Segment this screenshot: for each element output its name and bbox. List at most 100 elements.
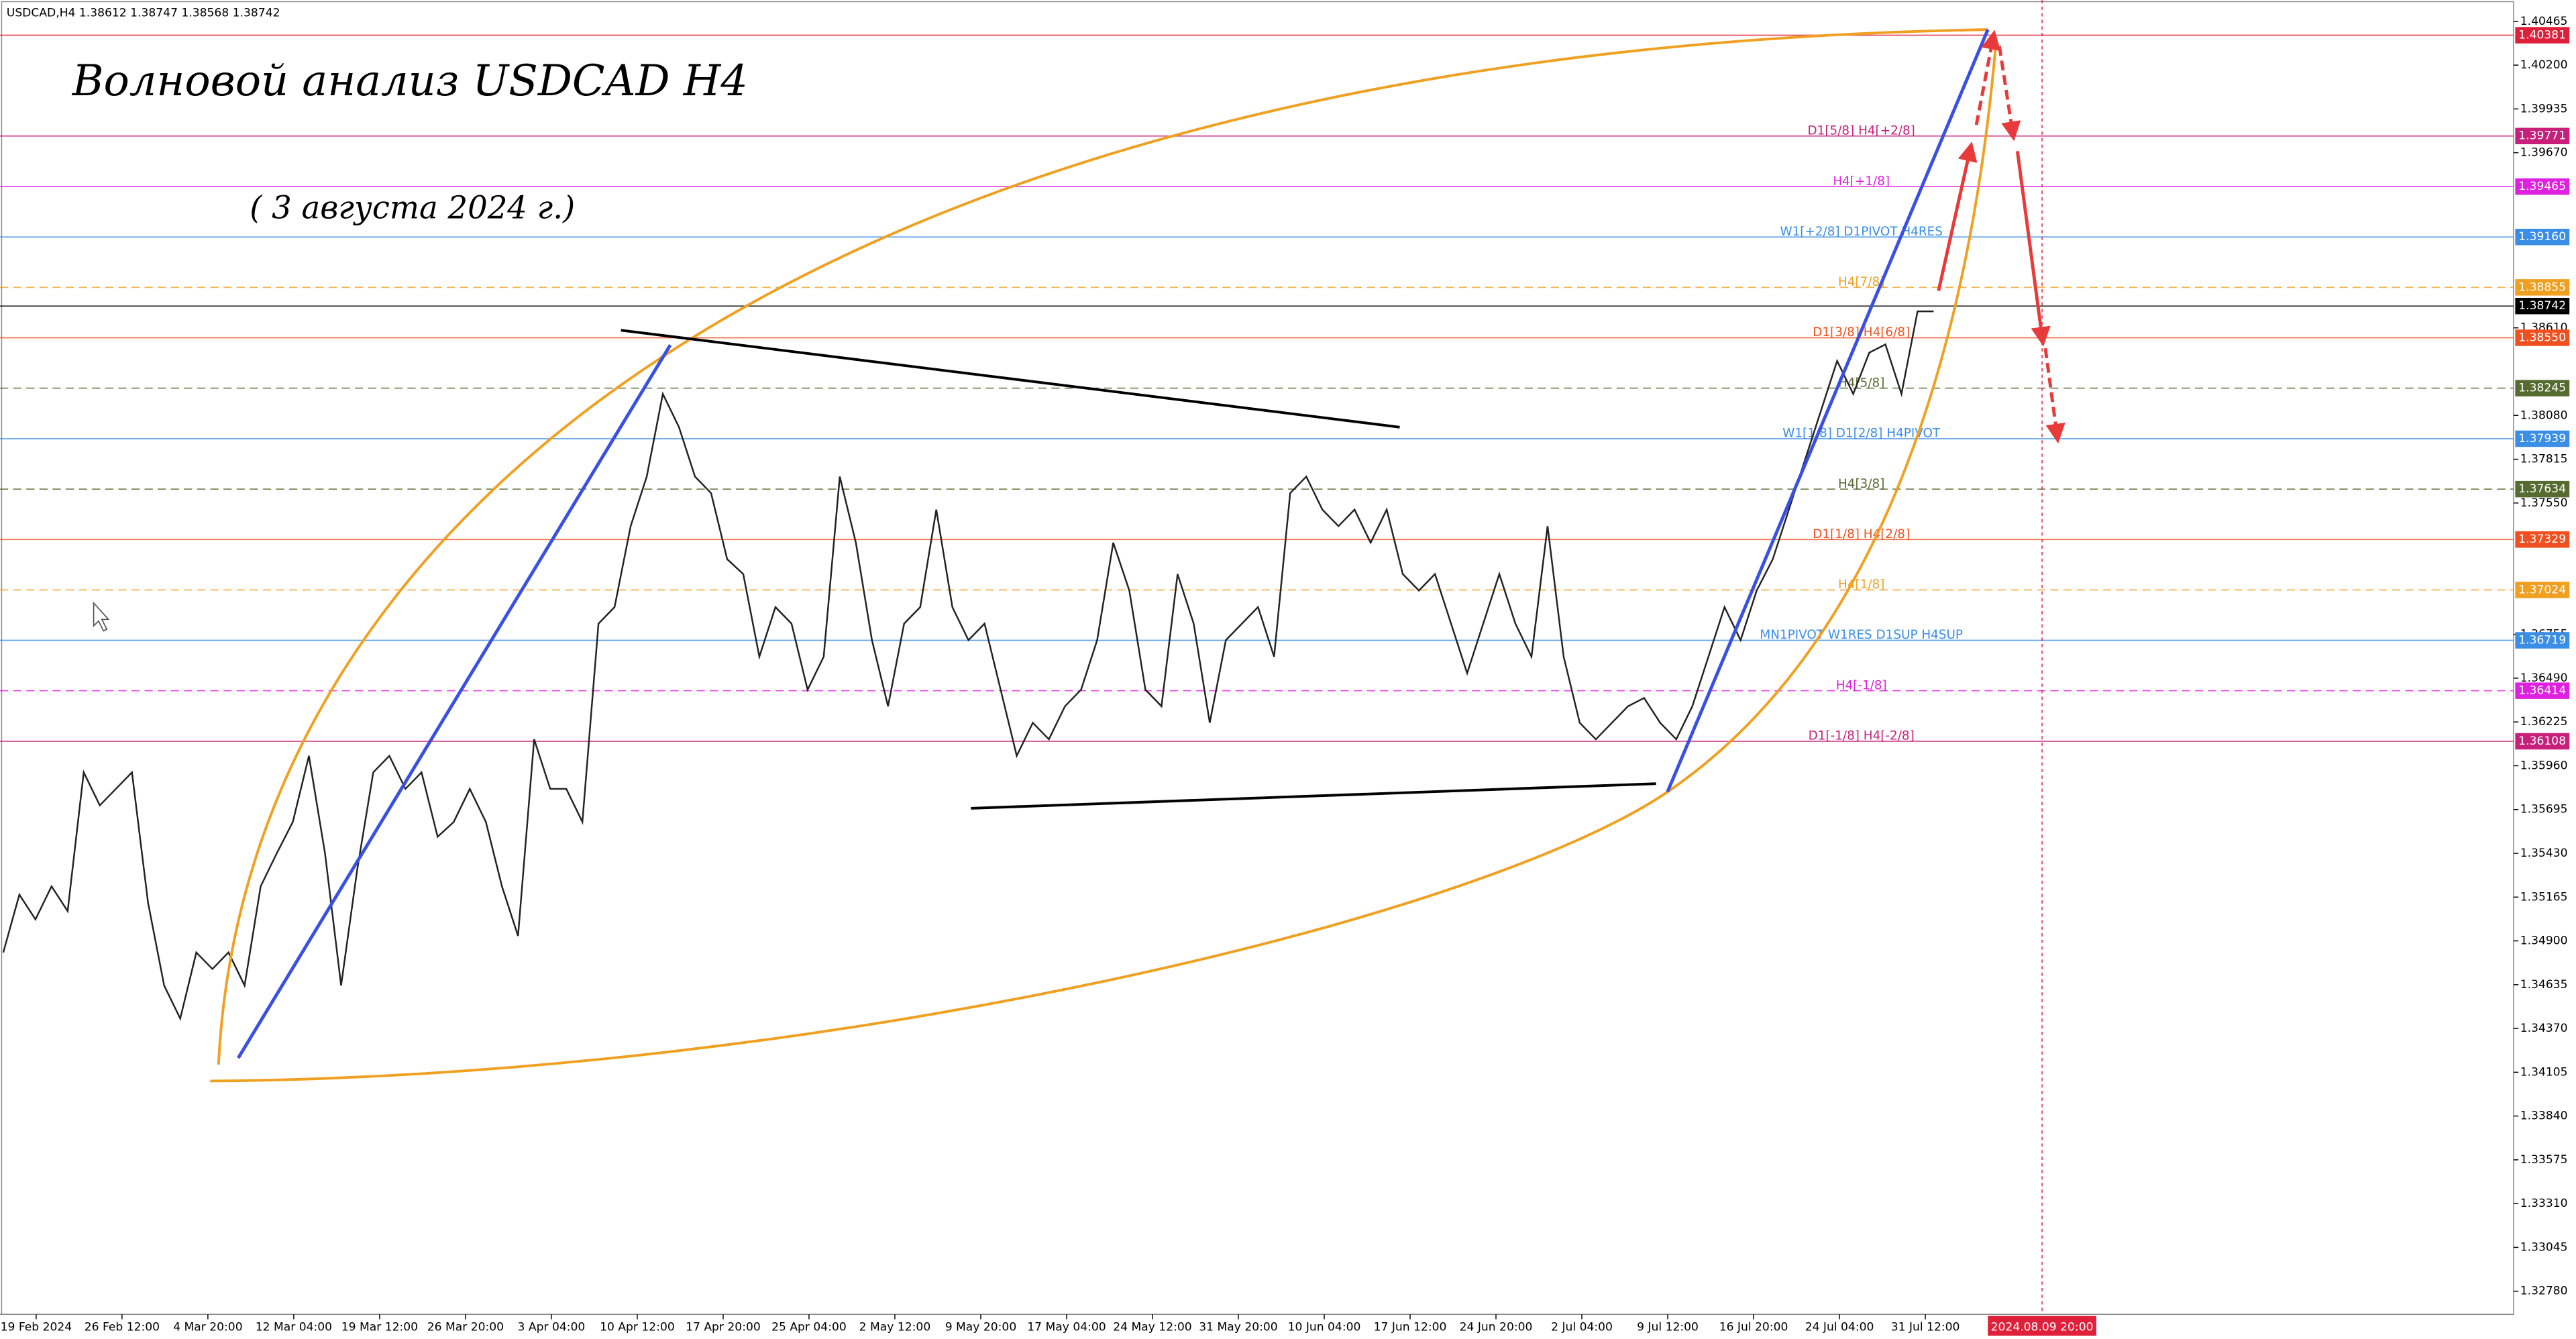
x-tick-label: 9 Jul 12:00 — [1637, 1321, 1699, 1334]
y-tick-label: 1.39935 — [2520, 102, 2568, 115]
x-tick-label: 12 Mar 04:00 — [256, 1321, 332, 1334]
price — [2, 310, 1934, 1021]
level-name: D1[5/8] H4[+2/8] — [1808, 123, 1915, 138]
level-value-box — [2515, 733, 2570, 750]
y-tick-label: 1.38080 — [2520, 409, 2568, 422]
y-tick-label: 1.33045 — [2520, 1240, 2568, 1254]
x-tick-label: 10 Jun 04:00 — [1288, 1321, 1361, 1334]
level-value: 1.38550 — [2518, 331, 2566, 345]
level-name: H4[3/8] — [1838, 477, 1884, 491]
level-value: 1.37329 — [2518, 533, 2566, 546]
level-value-box — [2515, 682, 2570, 699]
orange-arc — [210, 41, 1998, 1083]
level-name: H4[1/8] — [1838, 578, 1884, 592]
y-tick-label: 1.39670 — [2520, 146, 2568, 160]
x-tick-label: 19 Feb 2024 — [1, 1321, 72, 1334]
trend-line — [621, 329, 1400, 429]
x-tick-label: 17 Jun 12:00 — [1374, 1321, 1447, 1334]
cursor-label-box — [1988, 1316, 2096, 1336]
x-tick-label: 4 Mar 20:00 — [173, 1321, 242, 1334]
level-value-box — [2515, 279, 2570, 296]
level-value: 1.37939 — [2518, 432, 2566, 445]
forecast-arrow — [1937, 142, 1978, 292]
level-value-box — [2515, 127, 2570, 145]
level-value: 1.37024 — [2518, 583, 2566, 596]
level-value: 1.37634 — [2518, 482, 2566, 496]
symbol-header: USDCAD,H4 1.38612 1.38747 1.38568 1.3874… — [7, 7, 280, 20]
level-value-box — [2515, 178, 2570, 195]
level-value-box — [2515, 27, 2570, 44]
levels: D1[5/8] H4[+2/8] H4[+1/8] W1[+2/8] D1PIVOT… — [0, 34, 2514, 743]
y-tick-label: 1.35430 — [2520, 847, 2568, 860]
level-value: 1.36719 — [2518, 634, 2566, 647]
x-tick-label: 2 Jul 04:00 — [1551, 1321, 1613, 1334]
level-value-box — [2515, 531, 2570, 548]
y-tick-label: 1.40200 — [2520, 58, 2568, 72]
level-value: 1.38742 — [2518, 299, 2566, 313]
x-tick-label: 26 Mar 20:00 — [427, 1321, 504, 1334]
wave-line — [237, 344, 672, 1059]
x-tick-label: 17 May 04:00 — [1027, 1321, 1106, 1334]
x-tick-label: 19 Mar 12:00 — [341, 1321, 418, 1334]
level-value: 1.39771 — [2518, 129, 2566, 143]
y-tick-label: 1.35165 — [2520, 890, 2568, 904]
y-tick-label: 1.34105 — [2520, 1065, 2568, 1079]
x-tick-label: 26 Feb 12:00 — [85, 1321, 160, 1334]
mouse-cursor — [93, 601, 110, 632]
y-tick-label: 1.33575 — [2520, 1153, 2568, 1167]
level-value-box — [2515, 430, 2570, 447]
x-tick-label: 9 May 20:00 — [945, 1321, 1017, 1334]
trend-line — [971, 782, 1656, 810]
y-tick-label: 1.34370 — [2520, 1022, 2568, 1035]
y-tick-label: 1.36490 — [2520, 672, 2568, 685]
level-value: 1.39465 — [2518, 180, 2566, 193]
wave-line — [1666, 29, 1990, 793]
level-name: H4[7/8] — [1838, 275, 1884, 289]
level-name: D1[-1/8] H4[-2/8] — [1809, 729, 1915, 743]
level-value: 1.38855 — [2518, 280, 2566, 294]
x-tick-label: 31 Jul 12:00 — [1891, 1321, 1960, 1334]
y-tick-label: 1.33310 — [2520, 1197, 2568, 1210]
level-value-box — [2515, 632, 2570, 649]
x-tick-label: 24 Jun 20:00 — [1460, 1321, 1533, 1334]
y-tick-label: 1.36225 — [2520, 715, 2568, 729]
price-line — [2, 310, 1934, 1021]
x-tick-label: 16 Jul 20:00 — [1719, 1321, 1788, 1334]
level-value: 1.36414 — [2518, 684, 2566, 698]
level-name: D1[1/8] H4[2/8] — [1813, 527, 1910, 541]
chart-subtitle: ( 3 августа 2024 г.) — [250, 190, 575, 226]
y-tick-label: 1.33840 — [2520, 1110, 2568, 1123]
level-value: 1.40381 — [2518, 29, 2566, 42]
level-value-box — [2515, 229, 2570, 246]
axes: 1.404651.402001.399351.396701.386101.380… — [0, 15, 2570, 1336]
level-value-box — [2515, 329, 2570, 346]
level-name: H4[+1/8] — [1833, 174, 1890, 189]
y-tick-label: 1.34900 — [2520, 934, 2568, 948]
y-tick-label: 1.37550 — [2520, 496, 2568, 510]
x-tick-label: 24 May 12:00 — [1113, 1321, 1191, 1334]
y-tick-label: 1.37815 — [2520, 453, 2568, 466]
x-tick-label: 10 Apr 12:00 — [600, 1321, 675, 1334]
forecast-arrow — [2015, 151, 2051, 347]
chart-title: Волновой анализ USDCAD H4 — [72, 56, 748, 106]
level-name: W1[1/8] D1[2/8] H4PIVOT — [1782, 427, 1941, 441]
x-tick-label: 17 Apr 20:00 — [686, 1321, 761, 1334]
y-tick-label: 1.32780 — [2520, 1285, 2568, 1298]
cursor-label: 2024.08.09 20:00 — [1991, 1321, 2094, 1334]
level-value-box — [2515, 380, 2570, 396]
level-value-box — [2515, 480, 2570, 498]
level-value: 1.38245 — [2518, 382, 2566, 395]
level-name: MN1PIVOT W1RES D1SUP H4SUP — [1760, 628, 1963, 642]
level-value-box — [2515, 582, 2570, 598]
y-tick-label: 1.35695 — [2520, 803, 2568, 816]
level-value-box — [2515, 297, 2570, 315]
x-tick-label: 25 Apr 04:00 — [771, 1321, 847, 1334]
y-tick-label: 1.34635 — [2520, 978, 2568, 992]
x-tick-label: 3 Apr 04:00 — [518, 1321, 586, 1334]
level-name: H4[-1/8] — [1836, 678, 1887, 692]
orange-arc — [217, 28, 1988, 1065]
x-tick-label: 31 May 20:00 — [1199, 1321, 1277, 1334]
x-tick-label: 24 Jul 04:00 — [1805, 1321, 1874, 1334]
